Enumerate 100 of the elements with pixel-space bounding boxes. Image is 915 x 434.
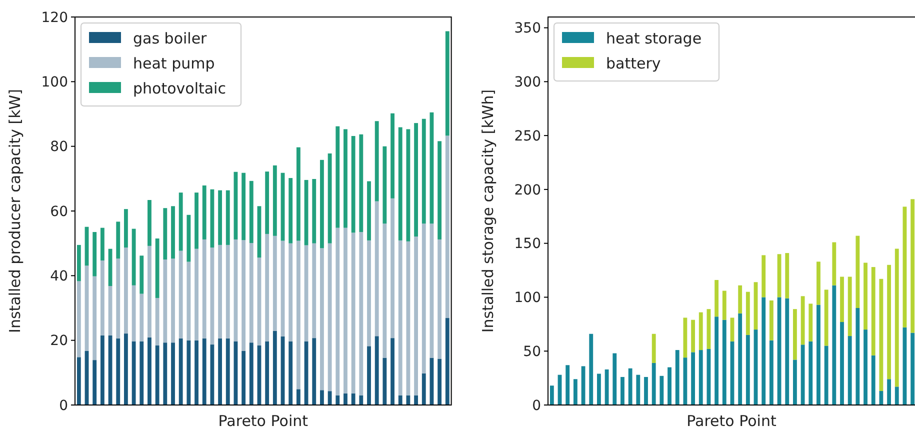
bar (382, 358, 387, 405)
y-axis-title: Installed producer capacity [kW] (6, 89, 24, 333)
bar (367, 346, 371, 405)
bar (194, 192, 198, 249)
bar (879, 278, 884, 391)
bar (351, 393, 356, 405)
bar (312, 178, 316, 244)
bar (304, 180, 308, 246)
bar (793, 360, 797, 405)
legend-label: heat storage (606, 29, 702, 48)
bar (186, 340, 191, 405)
bar (573, 379, 578, 405)
legend-label: photovoltaic (133, 79, 226, 98)
bar (272, 236, 277, 331)
y-tick-label: 150 (514, 236, 541, 252)
bar (140, 256, 144, 294)
bar (816, 304, 820, 405)
bar (328, 153, 332, 244)
bar (390, 113, 394, 198)
bar (178, 192, 183, 251)
y-tick-label: 40 (50, 268, 68, 285)
bar (265, 234, 270, 342)
bar (871, 355, 876, 405)
bar (336, 126, 340, 228)
bar (100, 260, 104, 336)
bar (374, 201, 379, 336)
bar (155, 238, 160, 298)
bar (746, 292, 750, 335)
bar (265, 172, 270, 234)
bar (132, 341, 136, 405)
y-tick-label: 200 (514, 182, 541, 198)
y-tick-label: 300 (514, 74, 541, 91)
bar (344, 228, 348, 394)
bar (226, 244, 230, 338)
bar (359, 395, 364, 405)
bar (132, 285, 136, 342)
bar (367, 240, 371, 346)
bar (92, 360, 97, 405)
bar (848, 276, 852, 336)
bar (848, 336, 852, 405)
bar (202, 239, 206, 338)
bar (92, 276, 97, 360)
bar (660, 376, 664, 405)
bar (92, 232, 97, 276)
bar (312, 243, 316, 338)
bar (691, 352, 695, 405)
bar (210, 248, 214, 345)
bar (894, 248, 899, 387)
bar (210, 189, 214, 248)
y-tick-label: 100 (514, 290, 541, 306)
bar (242, 351, 246, 405)
bar (422, 373, 426, 405)
bar (887, 264, 891, 380)
bar (288, 243, 293, 342)
bar (871, 267, 876, 356)
bar (320, 160, 324, 248)
bar (344, 393, 348, 405)
bar (132, 228, 136, 286)
bar (445, 318, 450, 405)
bar (714, 280, 719, 317)
bar (328, 391, 332, 405)
bar (652, 334, 656, 363)
bar (280, 240, 285, 336)
bar (894, 386, 899, 405)
bar (344, 129, 348, 228)
bar (808, 341, 813, 405)
bar (769, 300, 774, 340)
bar (644, 376, 648, 405)
bar (832, 285, 836, 405)
bar (856, 236, 860, 308)
bar (438, 358, 442, 405)
bar (116, 258, 120, 338)
y-tick-label: 50 (523, 344, 541, 360)
bar (406, 241, 410, 396)
bar (336, 395, 340, 405)
x-axis-title: Pareto Point (686, 412, 776, 430)
bar (226, 338, 230, 405)
bar (155, 298, 160, 346)
bar (218, 338, 222, 405)
bar (202, 185, 206, 240)
bar (76, 357, 81, 405)
bar (816, 262, 820, 305)
bar (398, 127, 402, 240)
bar (296, 240, 300, 390)
bar (367, 181, 371, 240)
bar (550, 386, 554, 405)
bar (414, 123, 418, 237)
bar (730, 318, 734, 342)
bar (186, 214, 191, 262)
bar (351, 232, 356, 394)
bar (288, 178, 293, 244)
bar (272, 330, 277, 405)
bar (194, 340, 198, 405)
bar (359, 232, 364, 396)
bar (124, 334, 128, 405)
legend-label: heat pump (133, 54, 215, 72)
bar (438, 141, 442, 240)
bar (140, 294, 144, 342)
bar (171, 206, 175, 259)
y-tick-label: 250 (514, 128, 541, 144)
